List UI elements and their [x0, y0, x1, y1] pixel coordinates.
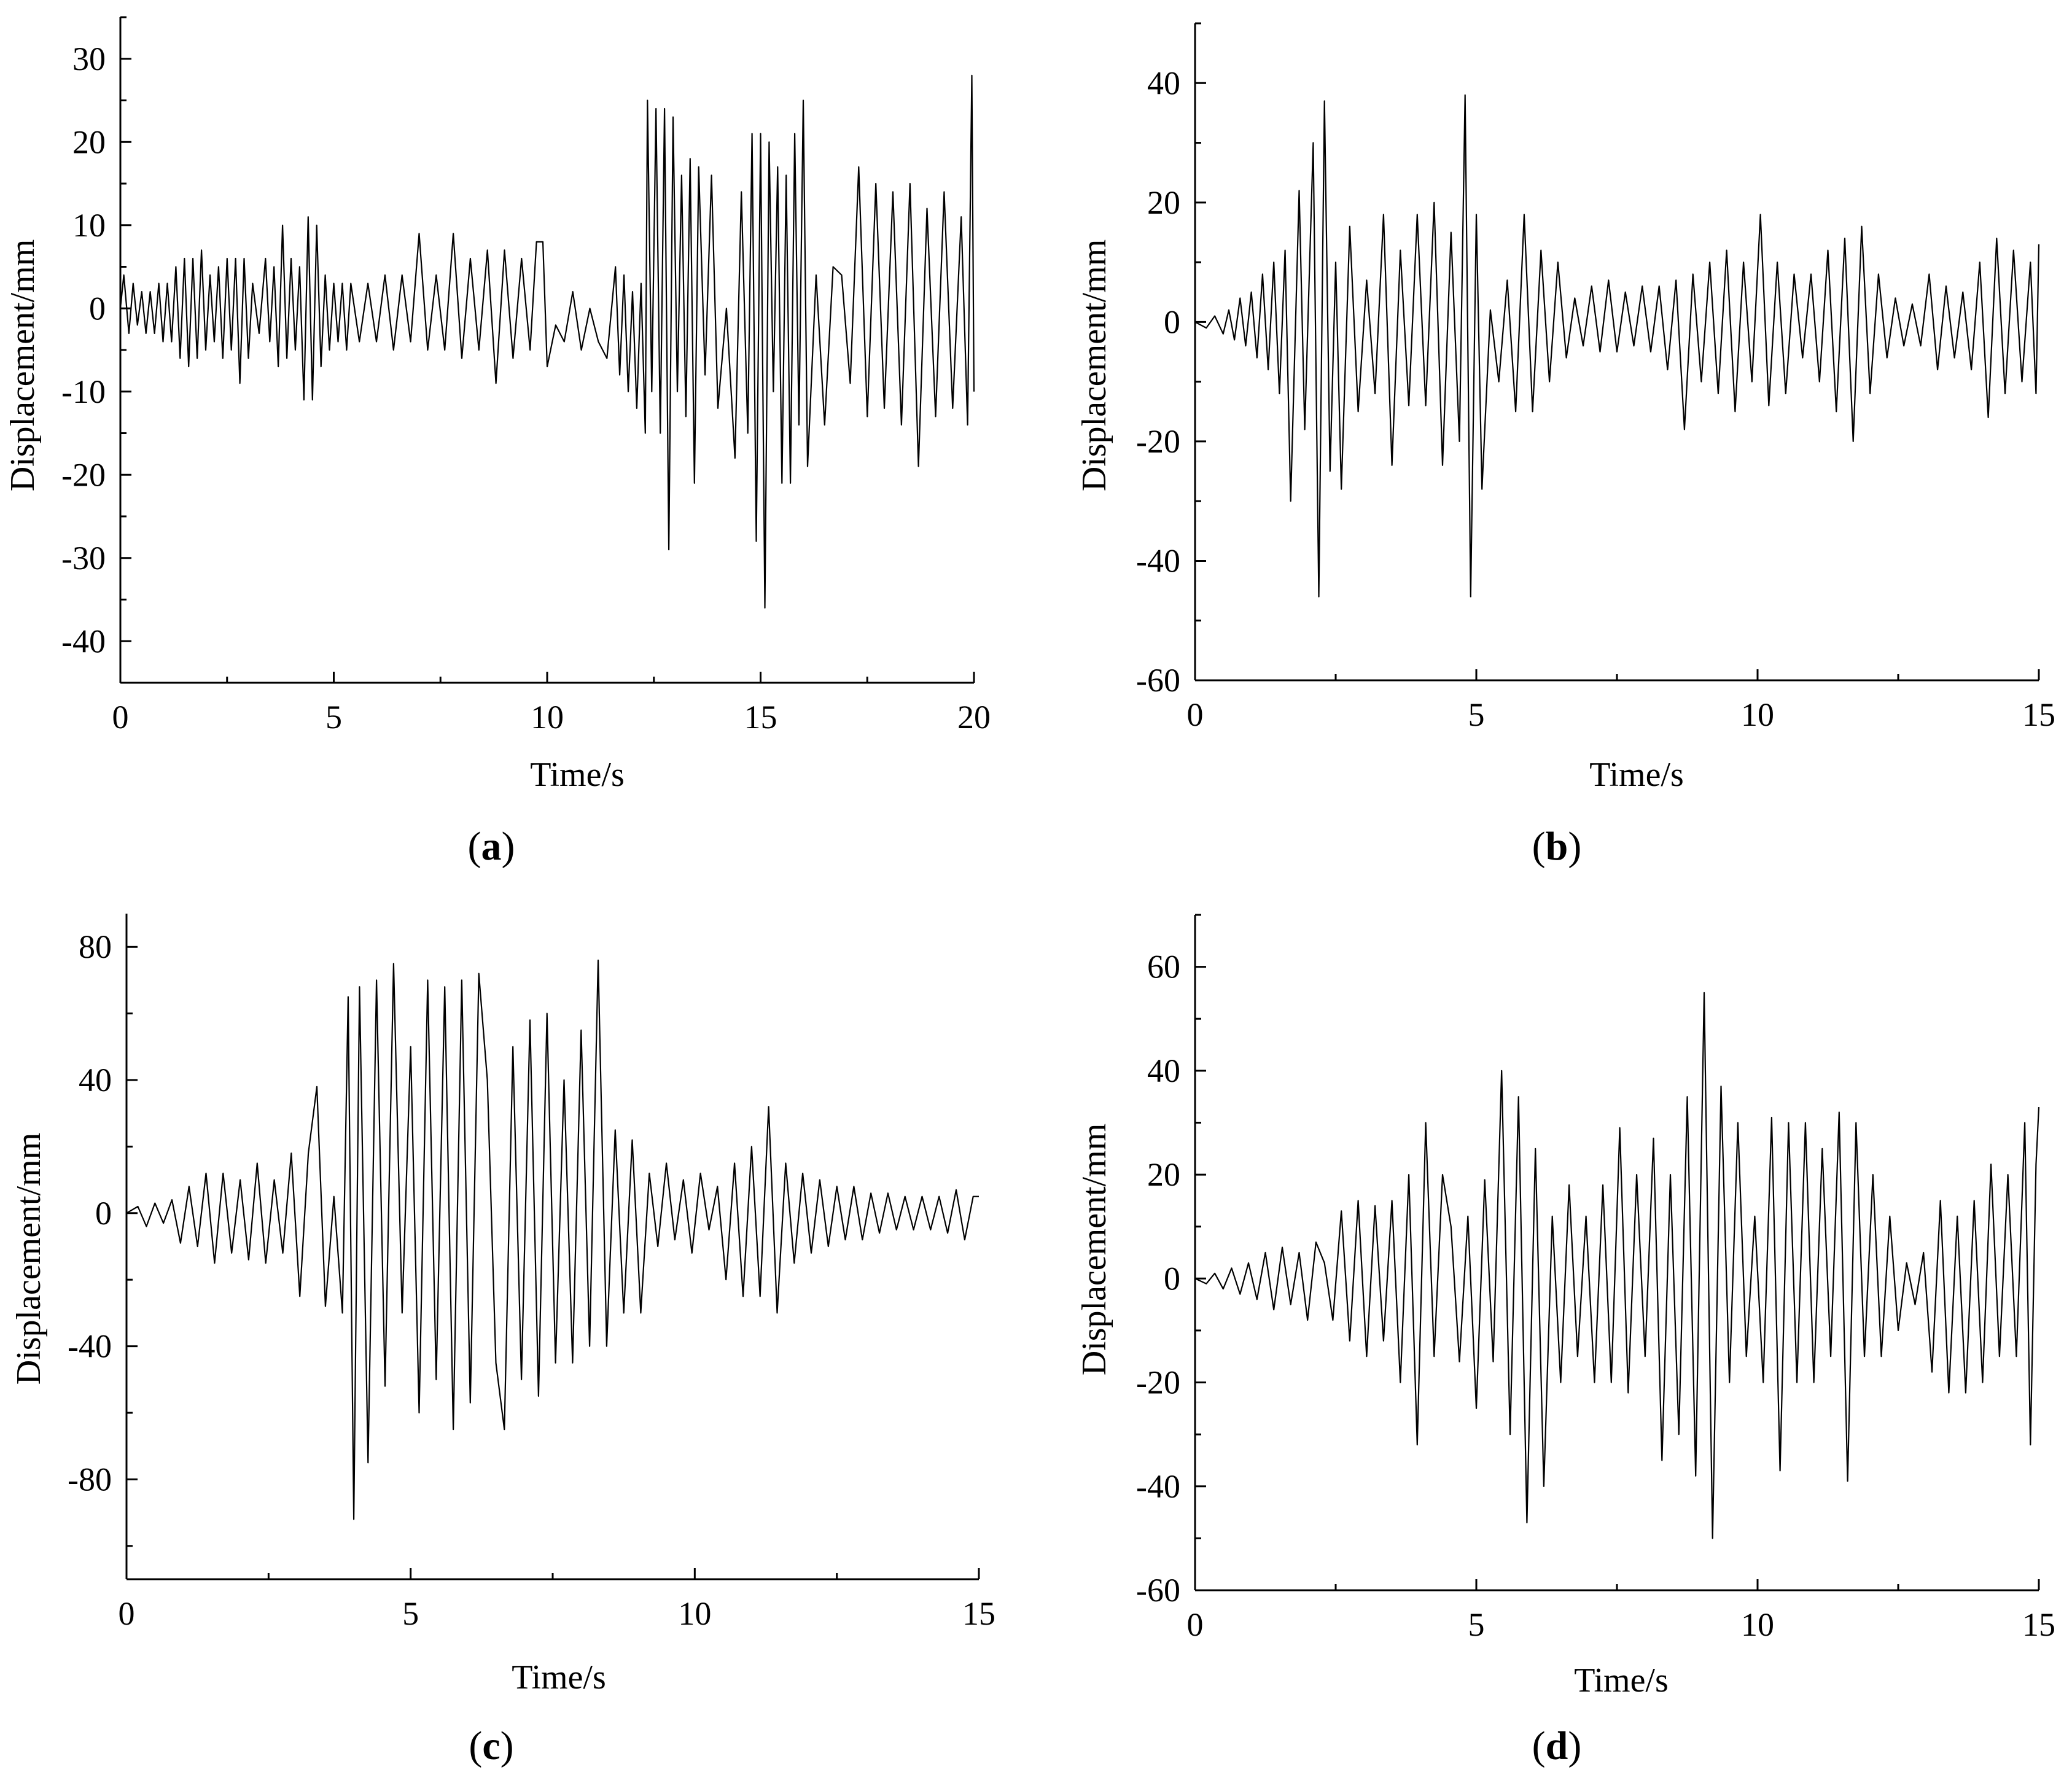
plot-area-a: 0 5 10 15 20 -40 -30 -20 -10 0 10 20 30 [61, 16, 991, 736]
y-axis-label-b: Displacement/mm [1075, 239, 1113, 492]
y-tick-label: -10 [61, 373, 106, 410]
y-tick-label: -40 [1136, 1468, 1180, 1505]
y-axis-label-a: Displacement/mm [4, 239, 42, 492]
x-tick-label: 0 [112, 699, 129, 736]
x-tick-label: 0 [1187, 696, 1204, 733]
y-tick-label: 20 [1147, 1156, 1180, 1193]
x-tick-label: 10 [1741, 696, 1774, 733]
y-tick-label: 0 [95, 1195, 112, 1232]
x-tick-label: 20 [957, 699, 991, 736]
plot-area-c: 0 5 10 15 -80 -40 0 40 80 [68, 914, 995, 1632]
y-tick-label: 20 [1147, 184, 1180, 221]
y-tick-label: 0 [89, 290, 106, 327]
x-tick-label: 5 [325, 699, 342, 736]
y-tick-label: 0 [1164, 1260, 1180, 1297]
y-tick-label: 40 [1147, 1052, 1180, 1089]
y-tick-label: -80 [68, 1461, 112, 1498]
x-tick-label: 10 [1741, 1606, 1774, 1643]
y-tick-label: -40 [68, 1328, 112, 1365]
panel-label-a: (a) [468, 824, 515, 869]
y-tick-label: -40 [61, 623, 106, 659]
x-axis-label-c: Time/s [512, 1658, 606, 1696]
panel-d: 0 5 10 15 -60 -40 -20 0 20 40 60 Time/s Displaceme… [1075, 914, 2055, 1768]
y-axis-label-c: Displacement/mm [10, 1133, 48, 1385]
y-tick-label: 0 [1164, 303, 1180, 340]
panel-label-d: (d) [1532, 1723, 1582, 1768]
x-tick-label: 0 [119, 1595, 135, 1632]
panel-label-c: (c) [469, 1723, 513, 1768]
displacement-series-line [1194, 992, 2040, 1539]
y-tick-label: 40 [79, 1062, 112, 1098]
y-tick-label: -60 [1136, 662, 1180, 699]
y-tick-label: 30 [72, 41, 106, 77]
x-tick-label: 5 [402, 1595, 419, 1632]
x-tick-label: 15 [2022, 1606, 2055, 1643]
y-tick-label: 10 [72, 207, 106, 244]
displacement-series-line [119, 74, 975, 609]
y-tick-label: 40 [1147, 64, 1180, 101]
y-tick-label: -20 [61, 456, 106, 493]
x-tick-label: 5 [1468, 1606, 1485, 1643]
x-tick-label: 10 [531, 699, 564, 736]
plot-area-d: 0 5 10 15 -60 -40 -20 0 20 40 60 [1136, 914, 2055, 1643]
y-tick-label: -20 [1136, 423, 1180, 460]
x-tick-label: 15 [744, 699, 777, 736]
y-tick-label: -20 [1136, 1364, 1180, 1401]
x-tick-label: 15 [2022, 696, 2055, 733]
displacement-series-line [126, 959, 979, 1520]
x-tick-label: 0 [1187, 1606, 1204, 1643]
panel-a: 0 5 10 15 20 -40 -30 -20 -10 0 10 20 30 Time/s Displ… [4, 16, 991, 869]
x-tick-label: 15 [962, 1595, 995, 1632]
y-tick-label: 20 [72, 123, 106, 160]
x-axis-label-d: Time/s [1574, 1661, 1669, 1700]
displacement-series-line [1194, 94, 2040, 597]
x-tick-label: 5 [1468, 696, 1485, 733]
panel-label-b: (b) [1532, 824, 1582, 869]
x-axis-label-b: Time/s [1589, 756, 1684, 794]
y-axis-label-d: Displacement/mm [1075, 1124, 1113, 1376]
x-axis-label-a: Time/s [530, 756, 625, 794]
y-tick-label: -30 [61, 540, 106, 577]
y-tick-label: -60 [1136, 1572, 1180, 1609]
panel-b: 0 5 10 15 -60 -40 -20 0 20 40 Time/s Displacement… [1075, 22, 2055, 869]
x-tick-label: 10 [678, 1595, 711, 1632]
y-tick-label: 80 [79, 928, 112, 965]
y-tick-label: 60 [1147, 949, 1180, 985]
plot-area-b: 0 5 10 15 -60 -40 -20 0 20 40 [1136, 22, 2055, 733]
y-tick-label: -40 [1136, 542, 1180, 579]
panel-c: 0 5 10 15 -80 -40 0 40 80 Time/s Displacement/mm… [10, 914, 995, 1768]
